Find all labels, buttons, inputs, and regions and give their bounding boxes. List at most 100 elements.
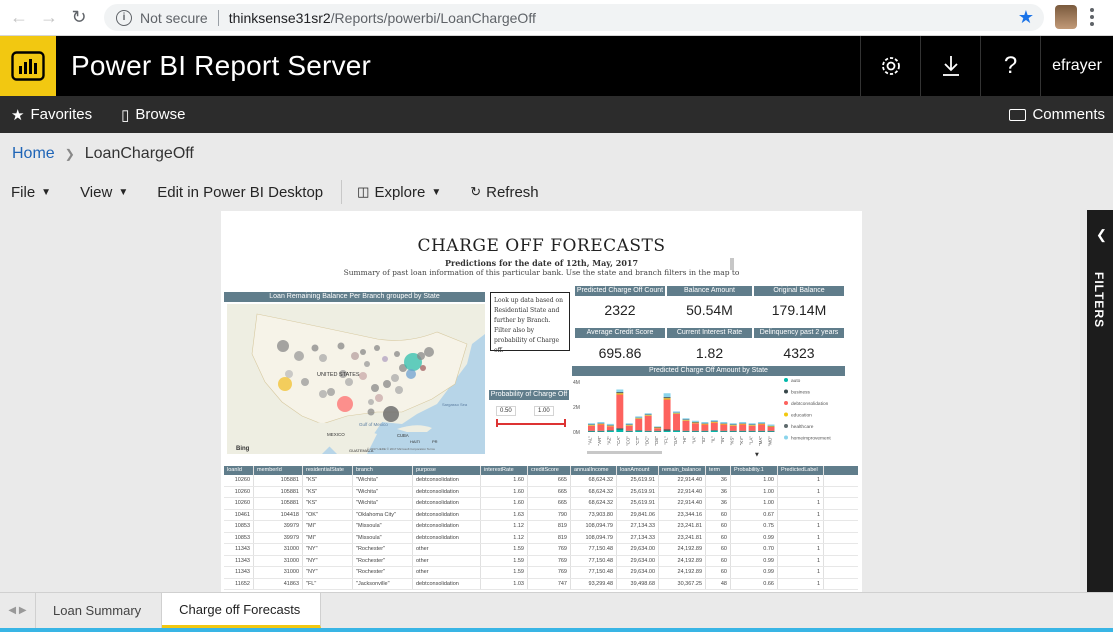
column-header[interactable]: residentialState [303,466,353,475]
help-icon[interactable]: ? [980,36,1040,96]
bar-segment[interactable] [654,428,662,431]
user-menu[interactable]: efrayer [1040,36,1113,96]
edit-in-desktop-button[interactable]: Edit in Power BI Desktop [157,184,323,201]
bar-segment[interactable] [739,423,747,424]
bar-segment[interactable] [729,425,737,426]
bar-segment[interactable] [682,420,690,421]
bar-segment[interactable] [701,431,709,432]
map-bubble[interactable] [367,408,375,416]
browse-button[interactable]: ▯ Browse [121,106,185,124]
bar-segment[interactable] [758,423,766,424]
column-header[interactable]: purpose [413,466,481,475]
table-row[interactable]: 10260 105881 "KS" "Wichita" debtconsolidatio… [224,498,858,510]
table-row[interactable]: 10853 39979 "MI" "Missoula" debtconsolidatio… [224,521,858,533]
bar-segment[interactable] [606,430,614,431]
map-bubble[interactable] [311,344,319,352]
text-scrollbar[interactable] [730,258,734,270]
probability-slider-track[interactable] [496,423,566,425]
bar-segment[interactable] [767,427,775,431]
bar-segment[interactable] [767,430,775,432]
bar-segment[interactable] [644,413,652,415]
bar-segment[interactable] [625,423,633,425]
file-menu[interactable]: File ▼ [11,184,51,201]
bar-segment[interactable] [710,420,718,422]
column-header[interactable]: loanId [224,466,254,475]
bar-segment[interactable] [729,424,737,426]
bar-segment[interactable] [729,431,737,432]
map-bubble[interactable] [337,342,345,350]
legend-label[interactable]: healthcare [791,424,814,430]
bar-segment[interactable] [663,399,671,430]
bar-segment[interactable] [701,430,709,432]
bar-segment[interactable] [663,430,671,432]
bar-segment[interactable] [739,431,747,432]
table-row[interactable]: 11343 31000 "NY" "Rochester" other 1.59 769 77,… [224,567,858,579]
bar-segment[interactable] [625,425,633,431]
bar-segment[interactable] [588,423,595,425]
column-header[interactable]: annualIncome [571,466,617,475]
bar-segment[interactable] [710,421,718,422]
bar-segment[interactable] [767,426,775,427]
bar-segment[interactable] [682,420,690,431]
bar-segment[interactable] [606,430,614,432]
bar-segment[interactable] [720,422,728,424]
bar-segment[interactable] [673,411,680,413]
map-bubble[interactable] [319,390,327,398]
map-bubble[interactable] [417,352,425,360]
bar-segment[interactable] [663,429,671,431]
bar-segment[interactable] [588,425,595,431]
address-bar[interactable]: i Not secure thinksense31sr2/Reports/pow… [104,4,1044,31]
bar-segment[interactable] [616,428,624,430]
map-bubble[interactable] [319,354,327,362]
bar-segment[interactable] [739,423,747,425]
bar-segment[interactable] [597,422,605,424]
bar-segment[interactable] [729,430,737,432]
map-bubble[interactable] [374,345,380,351]
settings-gear-icon[interactable] [860,36,920,96]
bar-segment[interactable] [691,422,699,423]
bar-segment[interactable] [739,422,747,424]
table-row[interactable]: 10461 104418 "OK" "Oklahoma City" debtconsol… [224,509,858,521]
map-bubble[interactable] [424,347,434,357]
bar-segment[interactable] [616,429,624,433]
info-icon[interactable]: i [116,9,132,26]
table-row[interactable]: 10260 105881 "KS" "Wichita" debtconsolidatio… [224,486,858,498]
column-header[interactable]: branch [353,466,413,475]
bar-segment[interactable] [758,431,766,432]
bar-segment[interactable] [616,392,624,394]
bar-segment[interactable] [748,431,756,432]
bar-segment[interactable] [606,423,614,426]
map-bubble[interactable] [294,351,304,361]
chart-scrollbar[interactable] [587,451,662,454]
map-bubble[interactable] [277,340,289,352]
bar-segment[interactable] [748,424,756,426]
bar-segment[interactable] [729,425,737,431]
bar-segment[interactable] [635,417,643,419]
bar-segment[interactable] [701,424,709,431]
bar-segment[interactable] [673,413,680,414]
column-header[interactable]: remain_balance [659,466,706,475]
bar-segment[interactable] [682,419,690,421]
bar-segment[interactable] [635,430,643,431]
bar-segment[interactable] [758,422,766,424]
map-bubble[interactable] [382,356,388,362]
tab-scroll-arrows-icon[interactable]: ◀ ▶ [0,593,36,628]
legend-label[interactable]: debtconsolidation [791,401,829,407]
map-bubble[interactable] [345,378,353,386]
view-menu[interactable]: View ▼ [80,184,128,201]
refresh-button[interactable]: ↻ Refresh [470,184,538,201]
filters-pane[interactable]: ❮ FILTERS [1087,210,1113,592]
bar-segment[interactable] [691,422,699,424]
legend-label[interactable]: education [791,412,812,418]
bar-segment[interactable] [691,430,699,432]
bar-segment[interactable] [644,415,652,416]
download-icon[interactable] [920,36,980,96]
profile-avatar[interactable] [1055,5,1077,29]
bookmark-star-icon[interactable]: ★ [1017,7,1034,27]
bar-segment[interactable] [673,430,680,431]
bar-segment[interactable] [691,431,699,432]
map-bubble[interactable] [359,372,367,380]
bar-segment[interactable] [654,427,662,428]
browser-menu-icon[interactable] [1090,8,1094,26]
tab-loan-summary[interactable]: Loan Summary [36,593,163,628]
